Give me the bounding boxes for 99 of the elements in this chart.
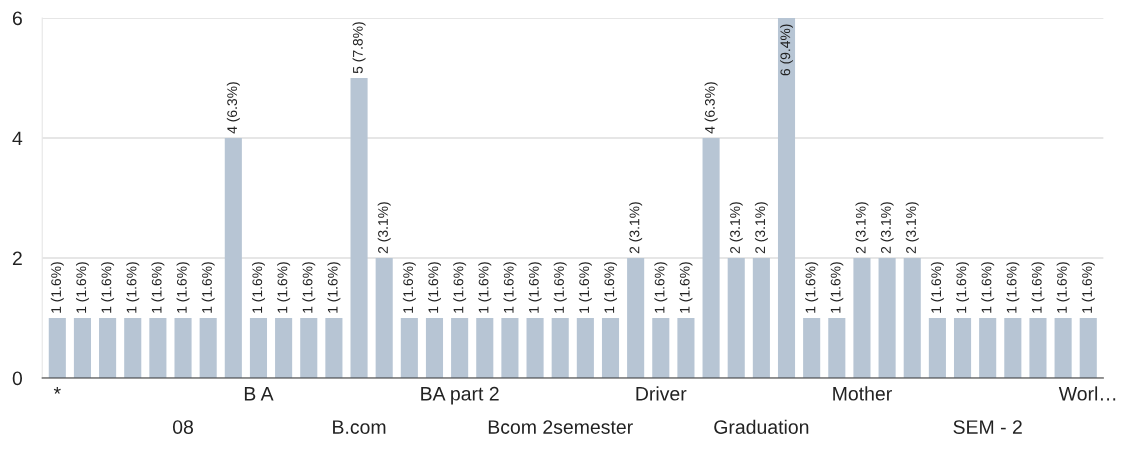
bar: [300, 318, 318, 378]
x-tick-label: BA part 2: [421, 386, 499, 405]
data-label: 1 (1.6%): [201, 262, 215, 313]
data-label: 1 (1.6%): [805, 262, 819, 313]
data-label: 1 (1.6%): [1006, 262, 1020, 313]
bar: [174, 318, 192, 378]
bar: [1029, 318, 1047, 378]
x-tick-label: 08: [172, 420, 193, 434]
bar: [551, 318, 569, 378]
bar: [953, 318, 972, 378]
bar: [48, 318, 66, 378]
data-label: 2 (3.1%): [905, 202, 919, 254]
data-label: 1 (1.6%): [604, 262, 617, 313]
data-label: 1 (1.6%): [654, 262, 668, 313]
data-label: 1 (1.6%): [553, 262, 567, 313]
data-label: 1 (1.6%): [1056, 262, 1070, 313]
data-label: 1 (1.6%): [528, 262, 542, 313]
data-label: 2 (3.1%): [729, 202, 743, 254]
bar: [325, 318, 343, 378]
x-tick-label: Bcom 2semester: [488, 420, 633, 434]
data-label: 2 (3.1%): [855, 202, 869, 254]
bar: [702, 138, 720, 378]
bar: [903, 258, 921, 378]
bar: [752, 258, 770, 378]
bar: [601, 318, 620, 378]
data-label: 1 (1.6%): [50, 262, 64, 313]
data-label: 1 (1.6%): [453, 262, 467, 313]
bar: [878, 258, 896, 378]
data-label: 2 (3.1%): [880, 202, 894, 254]
x-tick-label: B A: [244, 387, 274, 401]
data-label: 4 (6.3%): [704, 82, 718, 134]
y-tick-label: 2: [12, 251, 22, 266]
data-label: 1 (1.6%): [503, 262, 517, 313]
bar: [425, 318, 444, 378]
x-tick-label: Graduation: [714, 419, 809, 434]
data-label: 1 (1.6%): [428, 262, 441, 313]
bar: [979, 318, 997, 378]
x-tick-label: SEM - 2: [953, 420, 1022, 434]
data-label: 1 (1.6%): [402, 262, 416, 313]
data-label: 1 (1.6%): [251, 262, 265, 313]
bar: [1054, 318, 1072, 378]
data-label: 4 (6.3%): [226, 82, 240, 134]
data-label: 1 (1.6%): [151, 262, 165, 313]
data-label: 6 (9.4%): [780, 24, 793, 76]
data-label: 1 (1.6%): [679, 262, 693, 313]
data-label: 2 (3.1%): [629, 202, 643, 254]
data-label: 1 (1.6%): [578, 262, 592, 313]
bar: [400, 318, 418, 378]
bar: [1004, 318, 1022, 378]
data-label: 1 (1.6%): [478, 262, 492, 313]
bar: [99, 318, 117, 378]
bar: [727, 258, 745, 378]
bar: [853, 258, 871, 378]
data-label: 2 (3.1%): [754, 202, 768, 254]
bar: [476, 318, 494, 378]
bar: [275, 318, 293, 378]
data-label: 1 (1.6%): [126, 262, 140, 313]
data-label: 1 (1.6%): [1081, 262, 1095, 313]
data-label: 1 (1.6%): [956, 262, 969, 313]
bar: [149, 318, 167, 378]
x-tick-label: Worl…: [1058, 386, 1116, 401]
data-label: 1 (1.6%): [1031, 262, 1045, 313]
bar: [124, 318, 142, 378]
data-label: 1 (1.6%): [930, 262, 944, 313]
bar: [652, 318, 670, 378]
data-label: 1 (1.6%): [101, 262, 115, 313]
bar: [777, 18, 796, 378]
data-label: 1 (1.6%): [277, 262, 291, 313]
bar: [803, 318, 821, 378]
data-label: 1 (1.6%): [176, 262, 190, 313]
bar: [576, 318, 594, 378]
y-tick-label: 4: [12, 131, 23, 146]
y-tick-label: 6: [12, 11, 22, 26]
data-label: 1 (1.6%): [302, 262, 316, 313]
bar: [501, 318, 519, 378]
bar: [199, 318, 217, 378]
data-label: 1 (1.6%): [830, 262, 844, 313]
bar: [828, 318, 846, 378]
bar: [350, 78, 368, 378]
y-tick-label: 0: [12, 371, 23, 386]
bar: [1079, 318, 1097, 378]
bar: [375, 258, 393, 378]
bar: [627, 258, 645, 378]
bar: [224, 138, 242, 378]
data-label: 1 (1.6%): [75, 262, 89, 313]
bar: [928, 318, 946, 378]
bar: [249, 318, 268, 378]
bar: [526, 318, 544, 378]
data-label: 5 (7.8%): [352, 22, 366, 74]
x-tick-label: Driver: [636, 386, 687, 401]
x-tick-label: Mother: [833, 386, 892, 401]
data-label: 2 (3.1%): [377, 202, 391, 254]
x-tick-label: *: [53, 387, 61, 394]
bar: [677, 318, 695, 378]
x-tick-label: B.com: [333, 420, 386, 434]
bar: [451, 318, 469, 378]
data-label: 1 (1.6%): [981, 262, 995, 313]
data-label: 1 (1.6%): [327, 262, 341, 313]
bar: [73, 318, 91, 378]
